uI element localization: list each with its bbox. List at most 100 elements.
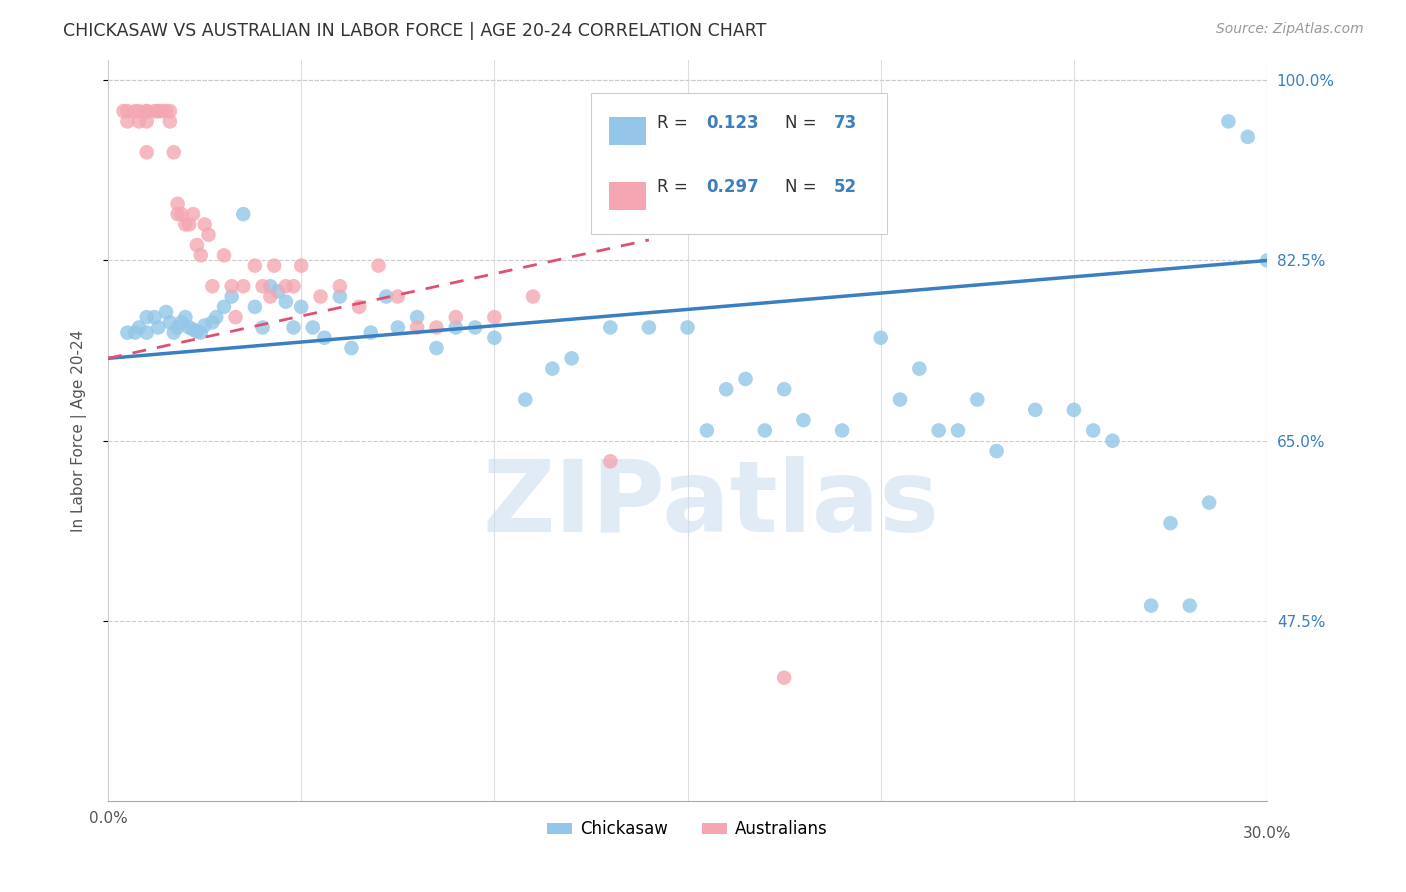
Point: [425, 341, 447, 355]
Point: [252, 279, 274, 293]
Point: [1159, 516, 1181, 531]
Y-axis label: In Labor Force | Age 20-24: In Labor Force | Age 20-24: [72, 329, 87, 532]
Point: [599, 320, 621, 334]
Point: [194, 218, 217, 232]
Point: [406, 310, 429, 325]
Point: [1083, 424, 1105, 438]
Point: [314, 331, 336, 345]
Point: [124, 104, 146, 119]
Point: [166, 207, 188, 221]
Point: [375, 289, 398, 303]
Point: [484, 310, 506, 325]
Text: R =: R =: [658, 178, 693, 196]
Point: [232, 207, 254, 221]
Point: [347, 300, 370, 314]
Point: [367, 259, 389, 273]
Point: [201, 315, 224, 329]
Point: [714, 382, 737, 396]
Point: [148, 104, 170, 119]
Point: [696, 424, 718, 438]
Point: [179, 320, 201, 334]
Point: [174, 218, 197, 232]
Point: [986, 444, 1008, 458]
Point: [174, 310, 197, 325]
FancyBboxPatch shape: [609, 182, 645, 211]
Point: [792, 413, 814, 427]
Point: [163, 145, 186, 160]
Point: [225, 310, 247, 325]
Point: [329, 279, 352, 293]
Point: [143, 104, 166, 119]
Point: [283, 320, 305, 334]
Point: [166, 320, 188, 334]
Point: [135, 104, 157, 119]
Point: [1198, 495, 1220, 509]
Point: [340, 341, 363, 355]
Point: [128, 104, 150, 119]
Point: [170, 207, 193, 221]
Point: [301, 320, 323, 334]
Point: [252, 320, 274, 334]
Point: [1101, 434, 1123, 448]
Point: [194, 318, 217, 333]
Point: [406, 320, 429, 334]
FancyBboxPatch shape: [592, 93, 887, 234]
Point: [159, 315, 181, 329]
Point: [117, 114, 139, 128]
Point: [889, 392, 911, 407]
Point: [163, 326, 186, 340]
Point: [274, 294, 297, 309]
Point: [676, 320, 699, 334]
Point: [541, 361, 564, 376]
Point: [190, 326, 212, 340]
Point: [117, 104, 139, 119]
Point: [159, 114, 181, 128]
FancyBboxPatch shape: [609, 117, 645, 145]
Point: [329, 289, 352, 303]
Point: [966, 392, 988, 407]
Point: [444, 310, 467, 325]
Point: [212, 248, 235, 262]
Point: [221, 279, 243, 293]
Point: [522, 289, 544, 303]
Point: [179, 218, 201, 232]
Point: [197, 227, 219, 242]
Text: 52: 52: [834, 178, 856, 196]
Text: 0.123: 0.123: [706, 114, 759, 132]
Point: [205, 310, 228, 325]
Point: [290, 300, 312, 314]
Point: [869, 331, 891, 345]
Point: [599, 454, 621, 468]
Point: [1140, 599, 1163, 613]
Point: [155, 104, 177, 119]
Point: [1236, 129, 1258, 144]
Point: [928, 424, 950, 438]
Point: [734, 372, 756, 386]
Text: R =: R =: [658, 114, 693, 132]
Text: Source: ZipAtlas.com: Source: ZipAtlas.com: [1216, 22, 1364, 37]
Point: [515, 392, 537, 407]
Point: [290, 259, 312, 273]
Point: [117, 326, 139, 340]
Point: [259, 279, 281, 293]
Point: [128, 320, 150, 334]
Point: [243, 259, 266, 273]
Point: [232, 279, 254, 293]
Point: [170, 315, 193, 329]
Point: [444, 320, 467, 334]
Point: [212, 300, 235, 314]
Point: [263, 259, 285, 273]
Point: [274, 279, 297, 293]
Point: [831, 424, 853, 438]
Point: [186, 238, 208, 252]
Point: [159, 104, 181, 119]
Legend: Chickasaw, Australians: Chickasaw, Australians: [540, 814, 835, 845]
Point: [425, 320, 447, 334]
Text: N =: N =: [785, 178, 821, 196]
Point: [181, 322, 204, 336]
Point: [283, 279, 305, 293]
Point: [946, 424, 969, 438]
Point: [190, 248, 212, 262]
Point: [112, 104, 135, 119]
Text: 30.0%: 30.0%: [1243, 826, 1291, 841]
